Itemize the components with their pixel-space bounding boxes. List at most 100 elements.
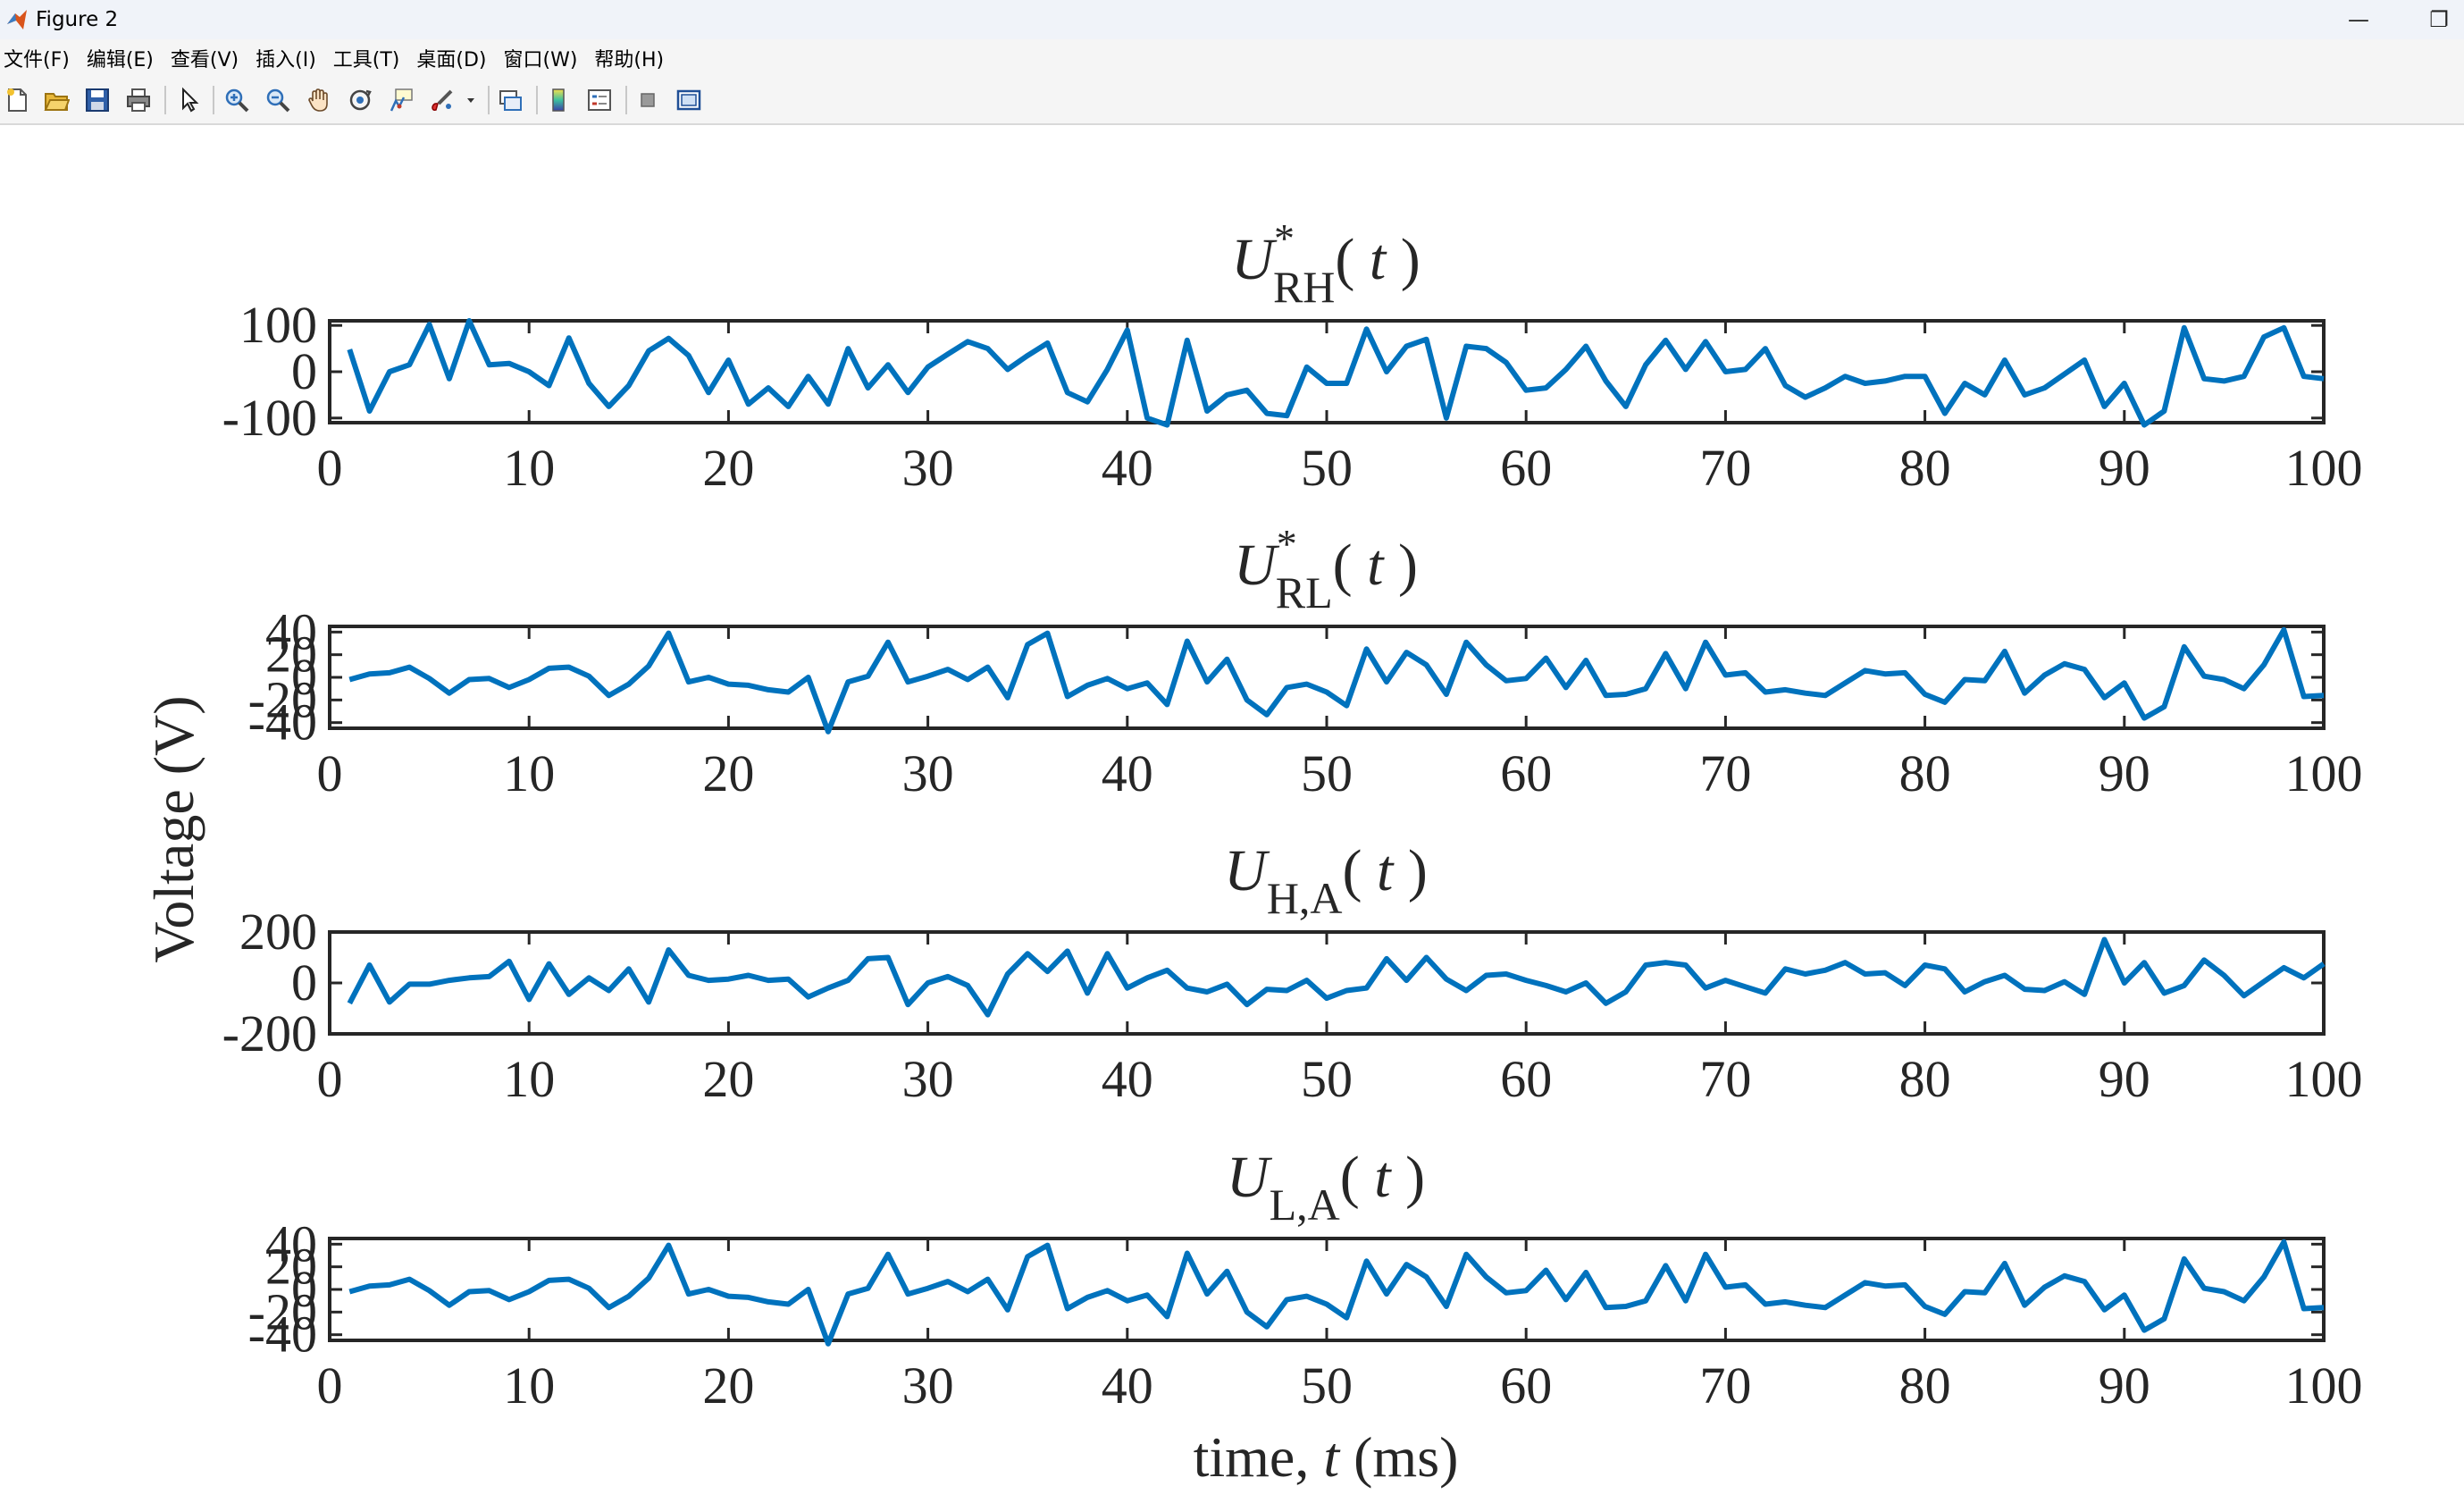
x-tick-label: 20 (702, 1050, 754, 1108)
x-tick-label: 10 (503, 1356, 555, 1415)
x-tick-label: 40 (1102, 1356, 1153, 1415)
x-tick-label: 0 (317, 744, 343, 802)
pointer-icon[interactable] (172, 83, 205, 117)
x-tick-label: 10 (503, 744, 555, 802)
x-tick-label: 40 (1102, 439, 1153, 497)
window-title: Figure 2 (36, 8, 119, 31)
new-figure-icon[interactable] (0, 83, 34, 117)
subplot-title: U* RL( t ) (1234, 521, 1418, 617)
series-line (347, 936, 2326, 1018)
axes-box (328, 319, 2326, 424)
x-tick-label: 0 (317, 439, 343, 497)
x-tick-label: 90 (2099, 1050, 2150, 1108)
hide-plot-tools-icon[interactable] (631, 83, 665, 117)
y-tick-label: -200 (222, 1004, 317, 1062)
x-tick-label: 50 (1301, 744, 1353, 802)
restore-button[interactable]: ❐ (2429, 7, 2449, 32)
x-tick-label: 70 (1699, 1050, 1751, 1108)
rotate-3d-icon[interactable] (343, 83, 377, 117)
x-tick-label: 30 (902, 439, 954, 497)
x-tick-label: 100 (2285, 439, 2363, 497)
y-tick-label: 20 (265, 1238, 317, 1296)
x-tick-label: 80 (1899, 439, 1951, 497)
toolbar-separator (625, 86, 627, 114)
y-tick-label: 0 (291, 953, 317, 1012)
x-tick-label: 30 (902, 1356, 954, 1415)
x-tick-label: 40 (1102, 744, 1153, 802)
y-tick-label: -20 (248, 1282, 317, 1340)
x-tick-label: 60 (1500, 439, 1552, 497)
menu-desktop[interactable]: 桌面(D) (416, 49, 487, 71)
zoom-out-icon[interactable] (261, 83, 295, 117)
x-tick-label: 10 (503, 1050, 555, 1108)
axes-box (328, 625, 2326, 730)
y-tick-label: 200 (239, 903, 317, 961)
x-tick-label: 80 (1899, 1050, 1951, 1108)
brush-dropdown-chevron-icon[interactable] (461, 83, 481, 117)
link-plot-icon[interactable] (493, 83, 527, 117)
figure-toolbar (0, 77, 2464, 125)
menu-help[interactable]: 帮助(H) (594, 49, 665, 71)
minimize-button[interactable]: — (2348, 7, 2369, 32)
x-tick-label: 80 (1899, 744, 1951, 802)
title-bar: Figure 2 — ❐ (0, 0, 2464, 39)
axes-box (328, 930, 2326, 1036)
data-cursor-icon[interactable] (384, 83, 418, 117)
print-icon[interactable] (122, 83, 155, 117)
x-tick-label: 90 (2099, 439, 2150, 497)
y-tick-label: -20 (248, 670, 317, 728)
x-tick-label: 50 (1301, 439, 1353, 497)
menu-edit[interactable]: 编辑(E) (86, 49, 154, 71)
zoom-in-icon[interactable] (220, 83, 254, 117)
x-tick-label: 20 (702, 1356, 754, 1415)
colorbar-icon[interactable] (541, 83, 575, 117)
x-tick-label: 20 (702, 744, 754, 802)
y-tick-label: 100 (239, 296, 317, 354)
series-line (348, 1239, 2325, 1347)
x-tick-label: 90 (2099, 744, 2150, 802)
x-tick-label: 10 (503, 439, 555, 497)
pan-hand-icon[interactable] (302, 83, 336, 117)
toolbar-separator (213, 86, 214, 114)
menu-tools[interactable]: 工具(T) (332, 49, 400, 71)
x-tick-label: 90 (2099, 1356, 2150, 1415)
subplot-title: UH,A( t ) (1224, 838, 1428, 923)
x-tick-label: 70 (1699, 1356, 1751, 1415)
x-tick-label: 70 (1699, 439, 1751, 497)
x-tick-label: 60 (1500, 1356, 1552, 1415)
x-tick-label: 30 (902, 1050, 954, 1108)
menu-insert[interactable]: 插入(I) (256, 49, 316, 71)
x-tick-label: 50 (1301, 1050, 1353, 1108)
menu-file[interactable]: 文件(F) (4, 49, 70, 71)
series-line (348, 626, 2325, 735)
axes-box (328, 1237, 2326, 1342)
brush-icon[interactable] (425, 83, 459, 117)
x-tick-label: 0 (317, 1356, 343, 1415)
menu-view[interactable]: 查看(V) (170, 49, 239, 71)
y-axis-label: Voltage (V) (142, 695, 205, 962)
x-tick-label: 50 (1301, 1356, 1353, 1415)
x-tick-label: 30 (902, 744, 954, 802)
x-axis-label: time, t (ms) (1194, 1425, 1459, 1489)
x-tick-label: 100 (2285, 1050, 2363, 1108)
x-tick-label: 100 (2285, 1356, 2363, 1415)
show-plot-tools-icon[interactable] (672, 83, 706, 117)
toolbar-separator (488, 86, 490, 114)
legend-icon[interactable] (582, 83, 616, 117)
y-tick-label: 0 (291, 1260, 317, 1318)
save-icon[interactable] (80, 83, 114, 117)
open-file-icon[interactable] (39, 83, 73, 117)
menu-window[interactable]: 窗口(W) (503, 49, 578, 71)
x-tick-label: 70 (1699, 744, 1751, 802)
y-tick-label: 0 (291, 648, 317, 706)
x-tick-label: 20 (702, 439, 754, 497)
y-tick-label: 0 (291, 342, 317, 400)
toolbar-separator (536, 86, 538, 114)
x-tick-label: 40 (1102, 1050, 1153, 1108)
subplot-title: UL,A( t ) (1227, 1145, 1425, 1230)
y-tick-label: 40 (265, 602, 317, 660)
